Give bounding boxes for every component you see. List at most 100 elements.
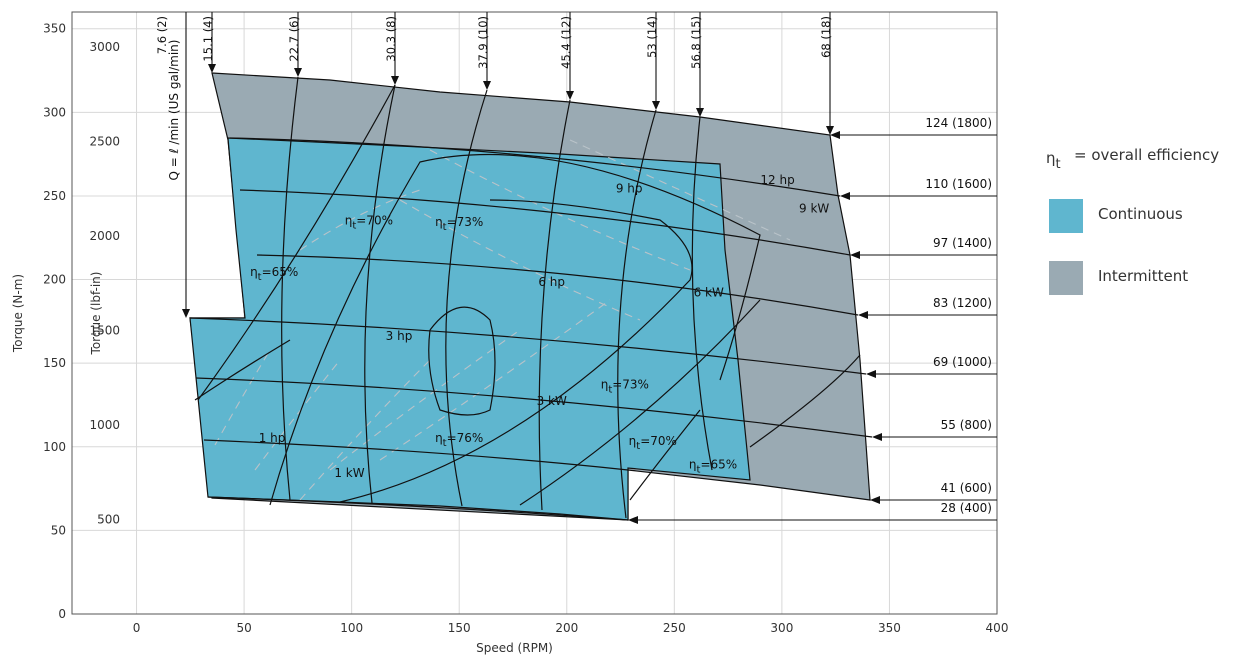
flow-label: 68 (18) [819,16,833,58]
power-curve [299,359,431,501]
y-tick-labels: 0 50 100 150 200 250 300 350 [43,22,66,621]
flow-line [617,109,657,519]
y2-tick-label: 2500 [89,135,120,149]
efficiency-symbol: ηt [1046,149,1061,172]
legend-swatch-continuous [1049,199,1083,233]
power-label: 9 hp [616,182,643,196]
pressure-labels: 124 (1800) 110 (1600) 97 (1400) 83 (1200) 69… [925,116,992,515]
pressure-arrow-head [870,496,880,504]
y-tick-label: 300 [43,105,66,119]
pressure-arrow-head [840,192,850,200]
x-tick-label: 150 [448,621,471,635]
y-tick-label: 100 [43,440,66,454]
efficiency-contour [428,306,496,416]
flow-arrow-head [391,76,399,85]
flow-line [445,89,488,507]
pressure-line [256,254,859,316]
x-tick-label: 350 [878,621,901,635]
power-curve [569,139,791,241]
power-label: 12 hp [760,173,794,187]
pressure-arrow-head [628,516,638,524]
flow-line [538,99,571,511]
y-tick-label: 200 [43,273,66,287]
efficiency-label: ηt=65% [250,265,298,283]
x-axis-title: Speed (RPM) [476,641,553,655]
pressure-label: 124 (1800) [925,116,992,130]
flow-lines [194,76,713,519]
continuous-region [189,137,751,521]
efficiency-contour [339,199,693,503]
power-label: 1 hp [259,431,286,445]
efficiency-contour [629,409,701,501]
pressure-arrow-head [830,131,840,139]
flow-arrow-head [483,81,491,90]
y2-tick-label: 3000 [89,40,120,54]
pressure-line [195,377,873,438]
pressure-arrow-head [850,251,860,259]
power-curve [254,359,341,471]
x-tick-label: 200 [555,621,578,635]
flow-arrow-head [182,309,190,318]
flow-arrow-head [208,64,216,73]
y-tick-label: 50 [51,523,66,537]
x-tick-label: 50 [236,621,251,635]
pressure-line [203,439,629,471]
efficiency-label: ηt=70% [345,213,393,231]
efficiency-labels: ηt=65% ηt=70% ηt=73% ηt=76% ηt=73% ηt=70% ηt=6… [250,213,737,475]
pressure-arrow-head [866,370,876,378]
power-curve [379,299,611,461]
flow-label: 45.4 (12) [559,16,573,69]
pressure-label: 55 (800) [941,418,992,432]
y2-tick-label: 500 [97,513,120,527]
flow-label: 37.9 (10) [476,16,490,69]
power-label: 6 kW [694,285,724,299]
pressure-arrow-head [872,433,882,441]
efficiency-note: = overall efficiency [1074,146,1219,164]
legend-label-intermittent: Intermittent [1098,267,1188,285]
pressure-label: 69 (1000) [933,355,992,369]
efficiency-label: ηt=73% [601,377,649,395]
x-tick-label: 300 [770,621,793,635]
flow-arrow-head [566,91,574,100]
flow-label: 30.3 (8) [384,16,398,62]
power-curve [299,189,421,251]
y-tick-label: 350 [43,22,66,36]
pressure-arrows [628,131,997,524]
efficiency-contours [197,84,861,506]
legend: ηt = overall efficiency Continuous Inter… [1046,146,1219,295]
plot-frame [71,11,998,615]
flow-arrow-head [652,101,660,110]
flow-line [364,84,396,504]
pressure-label: 41 (600) [941,481,992,495]
flow-label: 7.6 (2) [155,16,169,54]
flow-label: 53 (14) [645,16,659,58]
power-label: 3 hp [386,329,413,343]
flow-labels: 7.6 (2) 15.1 (4) 22.7 (6) 30.3 (8) 37.9 (10)… [155,16,833,69]
flow-line [691,116,713,471]
flow-label: 56.8 (15) [689,16,703,69]
flow-line [194,339,291,401]
x-tick-label: 100 [340,621,363,635]
power-label: 1 kW [334,466,364,480]
flow-arrow-head [696,108,704,117]
flow-label: 15.1 (4) [201,16,215,62]
pressure-line [207,496,629,521]
y2-tick-label: 1000 [89,418,120,432]
power-label: 6 hp [538,275,565,289]
x-tick-label: 250 [663,621,686,635]
pressure-label: 110 (1600) [925,177,992,191]
efficiency-label: ηt=76% [435,431,483,449]
power-curves [214,139,791,501]
y2-tick-label: 1500 [89,324,120,338]
efficiency-label: ηt=65% [689,458,737,476]
power-label: 3 kW [537,394,567,408]
power-label: 9 kW [799,202,829,216]
pressure-line [239,189,851,256]
power-curve [429,149,691,271]
flow-arrows [182,12,834,318]
efficiency-contour [197,84,396,401]
power-labels: 1 hp 1 kW 3 hp 3 kW 6 hp 6 kW 9 hp 9 kW 12 hp [259,173,830,480]
flow-arrow-head [826,126,834,135]
y-tick-label: 0 [58,607,66,621]
y2-tick-labels: 500 1000 1500 2000 2500 3000 [89,40,120,526]
